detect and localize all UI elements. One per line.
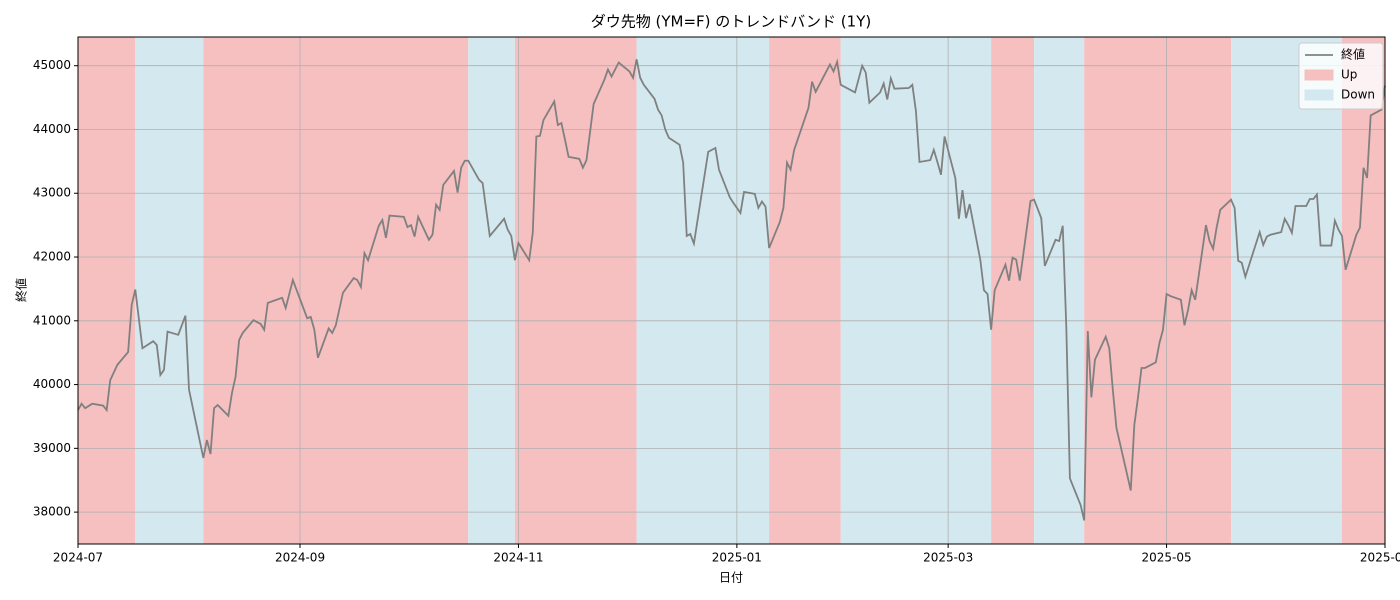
legend-swatch <box>1304 89 1334 101</box>
trend-band <box>135 37 204 544</box>
trend-band <box>1342 37 1385 544</box>
legend-label: Up <box>1341 68 1357 82</box>
y-tick-label: 44000 <box>33 122 71 136</box>
x-tick-label: 2025-01 <box>712 551 762 565</box>
trend-band <box>769 37 841 544</box>
trend-band <box>78 37 136 544</box>
trend-band <box>1231 37 1343 544</box>
x-tick-label: 2025-03 <box>923 551 973 565</box>
trend-band <box>1034 37 1085 544</box>
x-tick-label: 2024-09 <box>275 551 325 565</box>
y-tick-label: 40000 <box>33 377 71 391</box>
x-tick-label: 2025-07 <box>1360 551 1400 565</box>
y-tick-label: 42000 <box>33 250 71 264</box>
trend-band <box>514 37 637 544</box>
x-tick-label: 2025-05 <box>1141 551 1191 565</box>
y-axis-label: 終値 <box>14 278 29 302</box>
legend-label: Down <box>1341 88 1375 102</box>
legend-label: 終値 <box>1341 47 1365 62</box>
trend-band <box>468 37 515 544</box>
y-tick-label: 43000 <box>33 186 71 200</box>
trend-band <box>203 37 469 544</box>
y-tick-label: 41000 <box>33 313 71 327</box>
x-axis-label: 日付 <box>719 571 743 585</box>
trend-band <box>991 37 1035 544</box>
legend: 終値 Up Down <box>1298 42 1384 110</box>
plot-frame <box>77 36 1386 545</box>
legend-swatch <box>1304 69 1334 81</box>
trend-band <box>1084 37 1232 544</box>
x-tick-label: 2024-07 <box>53 551 103 565</box>
y-tick-label: 38000 <box>33 505 71 519</box>
y-tick-label: 39000 <box>33 441 71 455</box>
x-tick-label: 2024-11 <box>493 551 543 565</box>
y-tick-label: 45000 <box>33 58 71 72</box>
trend-band <box>636 37 770 544</box>
chart-title: ダウ先物 (YM=F) のトレンドバンド (1Y) <box>591 13 871 31</box>
price-line <box>77 58 1386 521</box>
